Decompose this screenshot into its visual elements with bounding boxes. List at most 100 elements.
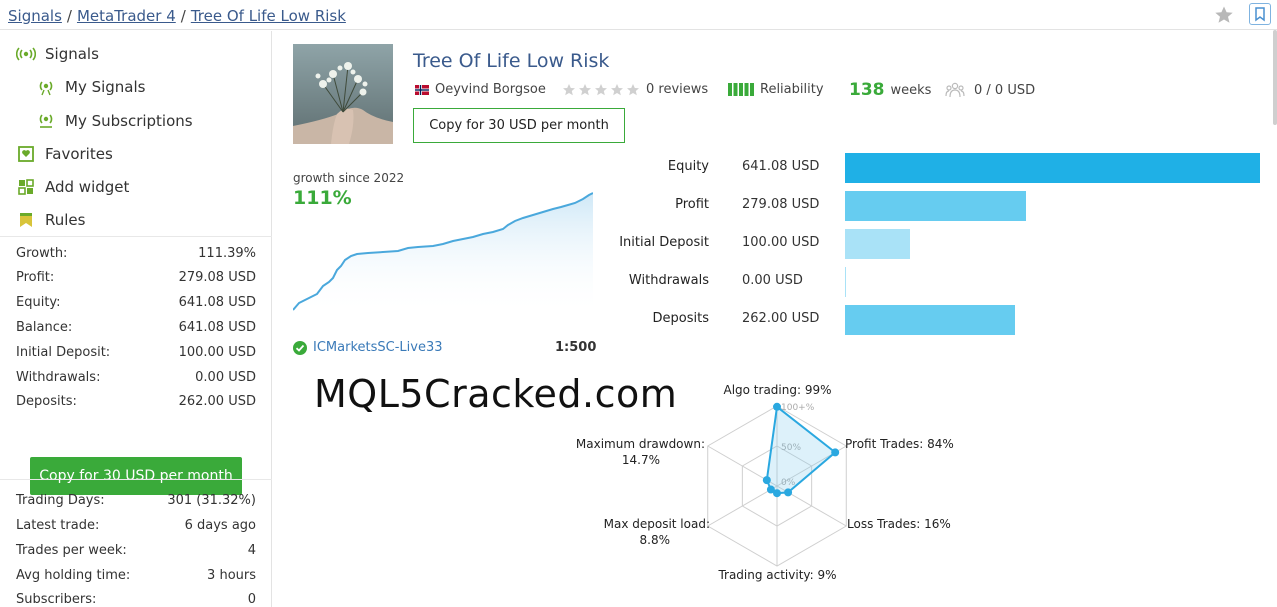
weeks: 138 weeks [849, 80, 931, 100]
bar-initial-deposit [845, 229, 910, 259]
scrollbar[interactable] [1273, 30, 1277, 125]
favorites-icon [16, 145, 36, 163]
reviews-count[interactable]: 0 reviews [646, 82, 709, 97]
radar-scale-label: 100+% [781, 403, 815, 413]
radar-label-profit-trades: Profit Trades: 84% [845, 437, 954, 451]
divider [0, 236, 272, 237]
stat-trades-per-week: Trades per week: 4 [16, 543, 256, 558]
sidebar-item-label: My Signals [65, 78, 146, 96]
stat-withdrawals: Withdrawals: 0.00 USD [16, 370, 256, 385]
stat-subscribers: Subscribers: 0 [16, 592, 256, 607]
breadcrumb-current[interactable]: Tree Of Life Low Risk [190, 7, 346, 25]
radar-point [762, 476, 771, 485]
sidebar-item-label: My Subscriptions [65, 112, 193, 130]
signal-avatar [293, 44, 393, 144]
rating-stars-icon [562, 83, 640, 97]
bar-value-equity: 641.08 USD [742, 159, 820, 174]
bar-withdrawals [845, 267, 846, 297]
top-bar: Signals / MetaTrader 4/Tree Of Life Low Ri… [0, 0, 1277, 30]
signal-icon [36, 78, 56, 96]
stat-latest-trade: Latest trade: 6 days ago [16, 518, 256, 533]
rating: 0 reviews [562, 82, 708, 97]
radar-chart: 100+% 50% 0% [707, 402, 847, 567]
stat-avg-holding-time: Avg holding time: 3 hours [16, 568, 256, 583]
bar-label-initial-deposit: Initial Deposit [619, 235, 709, 250]
radar-point [773, 402, 781, 411]
sidebar-item-label: Rules [45, 211, 86, 229]
sidebar-item-my-subscriptions[interactable]: My Subscriptions [36, 112, 193, 130]
copy-signal-button[interactable]: Copy for 30 USD per month [413, 108, 625, 143]
radar-point [773, 489, 781, 498]
sidebar-item-my-signals[interactable]: My Signals [36, 78, 145, 96]
watermark-text: MQL5Cracked.com [314, 372, 678, 416]
subscribers-funds: 0 / 0 USD [945, 82, 1035, 98]
subscribers-icon [945, 82, 965, 98]
radar-axis-line [707, 485, 778, 527]
norway-flag-icon [415, 84, 429, 95]
growth-chart [293, 192, 593, 315]
bar-value-withdrawals: 0.00 USD [742, 273, 803, 288]
radar-label-trading-activity: Trading activity: 9% [718, 568, 837, 582]
breadcrumb-signals[interactable]: Signals [8, 7, 62, 25]
stat-profit: Profit: 279.08 USD [16, 270, 256, 285]
signal-icon [16, 45, 36, 63]
bar-value-deposits: 262.00 USD [742, 311, 820, 326]
bar-value-initial-deposit: 100.00 USD [742, 235, 820, 250]
stat-balance: Balance: 641.08 USD [16, 320, 256, 335]
breadcrumb: Signals / MetaTrader 4/Tree Of Life Low Ri… [8, 7, 346, 25]
bar-equity [845, 153, 1260, 183]
bar-profit [845, 191, 1026, 221]
bookmark-icon[interactable] [1249, 3, 1271, 25]
widget-icon [16, 178, 36, 196]
stat-growth: Growth: 111.39% [16, 246, 256, 261]
stat-trading-days: Trading Days: 301 (31.32%) [16, 493, 256, 508]
growth-label: growth since 2022 [293, 171, 405, 185]
reliability: Reliability [728, 82, 824, 97]
weeks-value: 138 [849, 80, 885, 100]
bar-deposits [845, 305, 1015, 335]
radar-label-max-deposit-load: Max deposit load: 8.8% [603, 517, 710, 547]
sidebar-item-label: Favorites [45, 145, 113, 163]
signal-title[interactable]: Tree Of Life Low Risk [413, 50, 610, 72]
sidebar-item-favorites[interactable]: Favorites [16, 145, 113, 163]
radar-label-loss-trades: Loss Trades: 16% [847, 517, 951, 531]
radar-point [784, 488, 793, 497]
subscribers-funds-value: 0 / 0 USD [974, 82, 1036, 98]
copy-signal-button-sidebar[interactable]: Copy for 30 USD per month [30, 457, 242, 495]
bar-label-withdrawals: Withdrawals [628, 273, 709, 288]
bar-label-deposits: Deposits [652, 311, 709, 326]
sidebar-item-signals[interactable]: Signals [16, 45, 99, 63]
sidebar: Signals My Signals My Subscriptions Favo… [0, 31, 272, 607]
weeks-label: weeks [890, 82, 932, 98]
leverage: 1:500 [555, 340, 597, 355]
author-name[interactable]: Oeyvind Borgsoe [435, 82, 546, 97]
broker[interactable]: ICMarketsSC-Live33 [293, 340, 442, 355]
verified-icon [293, 340, 307, 355]
divider [0, 479, 272, 480]
radar-scale-label: 0% [781, 478, 796, 488]
radar-point [766, 485, 775, 494]
growth-value: 111% [293, 187, 352, 209]
radar-label-algo-trading: Algo trading: 99% [723, 383, 832, 397]
sidebar-item-rules[interactable]: Rules [16, 211, 85, 229]
stat-initial-deposit: Initial Deposit: 100.00 USD [16, 345, 256, 360]
radar-point [831, 448, 840, 457]
sidebar-item-add-widget[interactable]: Add widget [16, 178, 129, 196]
bar-label-equity: Equity [667, 159, 709, 174]
star-icon[interactable] [1214, 5, 1234, 25]
signal-author[interactable]: Oeyvind Borgsoe [415, 82, 546, 97]
bar-value-profit: 279.08 USD [742, 197, 820, 212]
rules-icon [16, 211, 36, 229]
radar-scale-label: 50% [781, 443, 801, 453]
subscription-icon [36, 112, 56, 130]
sidebar-item-label: Add widget [45, 178, 130, 196]
stat-equity: Equity: 641.08 USD [16, 295, 256, 310]
sidebar-item-label: Signals [45, 45, 99, 63]
breadcrumb-metatrader4[interactable]: MetaTrader 4 [76, 7, 176, 25]
bar-label-profit: Profit [675, 197, 709, 212]
reliability-bars-icon [728, 83, 754, 96]
radar-label-max-drawdown: Maximum drawdown: 14.7% [575, 437, 705, 467]
reliability-label: Reliability [760, 82, 824, 97]
broker-name[interactable]: ICMarketsSC-Live33 [313, 340, 443, 355]
stat-deposits: Deposits: 262.00 USD [16, 394, 256, 409]
